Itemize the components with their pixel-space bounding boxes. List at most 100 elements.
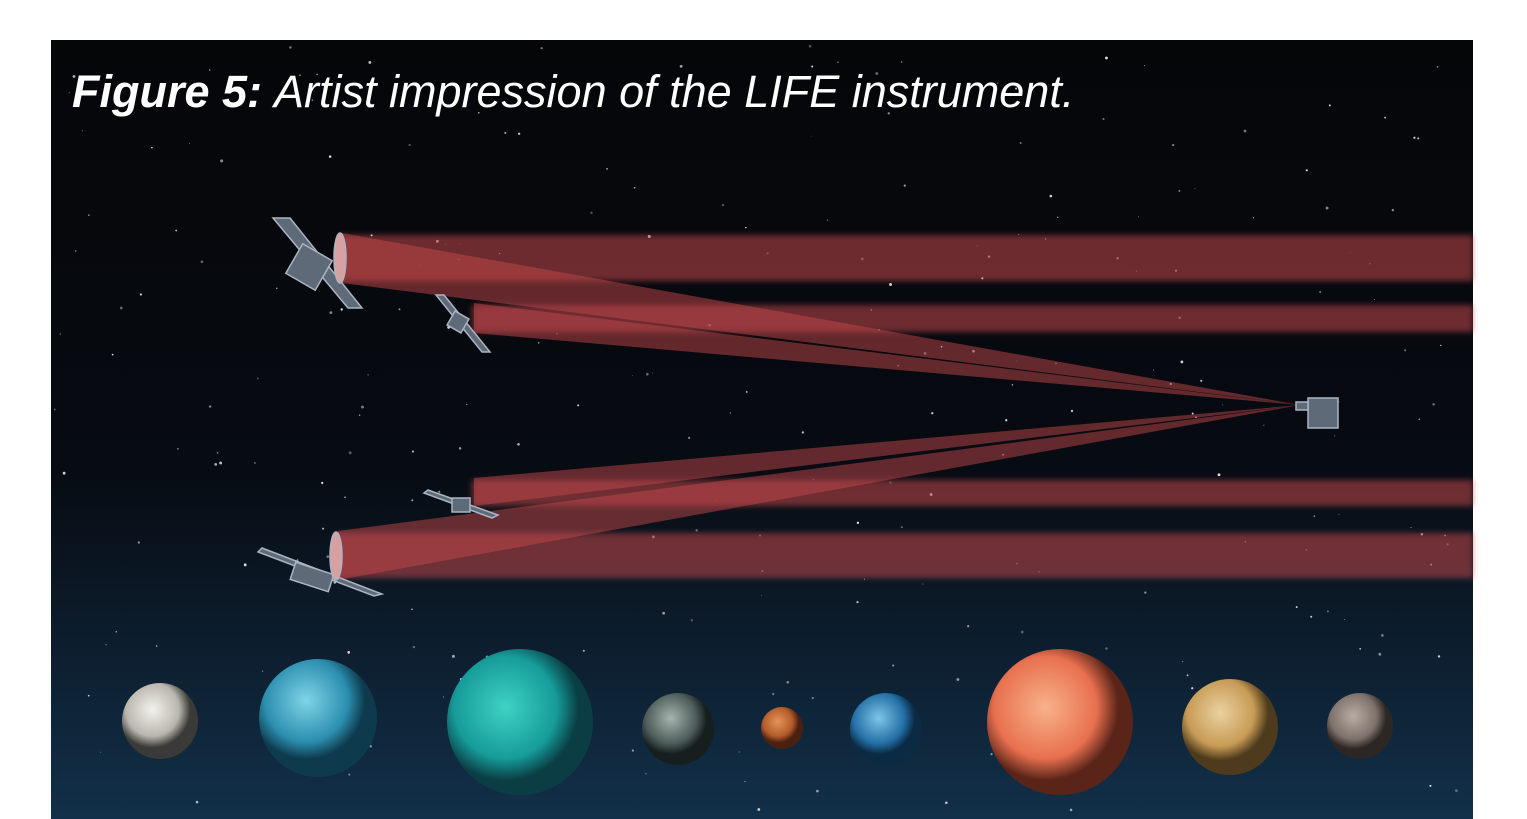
star xyxy=(1327,610,1329,612)
star xyxy=(1144,591,1146,593)
star xyxy=(1418,418,1420,420)
star xyxy=(322,528,324,530)
star xyxy=(652,372,653,373)
planet xyxy=(850,693,922,765)
star xyxy=(1374,299,1375,300)
star xyxy=(399,308,401,310)
star xyxy=(367,374,368,375)
star xyxy=(541,47,543,49)
star xyxy=(220,159,223,162)
star xyxy=(1057,217,1058,218)
star xyxy=(257,378,259,380)
star xyxy=(739,752,740,753)
star xyxy=(254,462,255,463)
star xyxy=(634,187,636,189)
star xyxy=(730,412,731,413)
star xyxy=(812,697,814,699)
star xyxy=(1021,631,1024,634)
star xyxy=(1392,209,1394,211)
star xyxy=(88,695,90,697)
star xyxy=(889,283,892,286)
star xyxy=(1187,674,1189,676)
star xyxy=(1020,142,1022,144)
star xyxy=(359,415,360,416)
star xyxy=(816,790,819,793)
star xyxy=(1314,515,1315,516)
star xyxy=(967,625,969,627)
star xyxy=(1105,647,1108,650)
star xyxy=(1359,648,1361,650)
star xyxy=(1180,361,1183,364)
star xyxy=(956,678,959,681)
star xyxy=(1153,369,1154,370)
star xyxy=(244,563,247,566)
star xyxy=(349,451,352,454)
star xyxy=(811,136,812,137)
star xyxy=(746,391,748,393)
figure-caption: Figure 5:Artist impression of the LIFE i… xyxy=(72,66,1074,117)
star xyxy=(1404,349,1406,351)
star xyxy=(1338,514,1339,515)
star xyxy=(1319,291,1321,293)
star xyxy=(1172,144,1174,146)
star xyxy=(1310,616,1312,618)
star xyxy=(411,609,412,610)
spacecraft-body xyxy=(452,498,470,512)
star xyxy=(1178,190,1180,192)
star xyxy=(1200,380,1202,382)
star xyxy=(289,46,291,48)
star xyxy=(646,373,649,376)
star xyxy=(466,404,467,405)
star xyxy=(827,220,828,221)
star xyxy=(1005,419,1007,421)
star xyxy=(1105,57,1108,60)
star xyxy=(1437,66,1439,68)
star xyxy=(412,450,414,452)
star xyxy=(606,168,608,170)
star xyxy=(945,801,948,804)
star xyxy=(802,431,804,433)
star xyxy=(1138,216,1139,217)
star xyxy=(761,595,762,596)
figure-label: Figure 5: xyxy=(72,66,262,117)
star xyxy=(688,437,690,439)
star xyxy=(106,644,107,645)
star xyxy=(772,693,774,695)
star xyxy=(214,463,217,466)
star xyxy=(857,522,859,524)
star xyxy=(151,147,153,149)
figure: Figure 5:Artist impression of the LIFE i… xyxy=(0,0,1527,819)
star xyxy=(175,230,177,232)
star xyxy=(100,752,101,753)
star xyxy=(856,601,858,603)
star xyxy=(517,443,520,446)
star xyxy=(632,749,634,751)
star xyxy=(1440,345,1441,346)
star xyxy=(1384,117,1386,119)
star xyxy=(504,132,506,134)
star xyxy=(201,260,204,263)
star xyxy=(368,61,371,64)
star xyxy=(1417,137,1419,139)
planet xyxy=(122,683,198,759)
star xyxy=(1455,789,1458,792)
star xyxy=(1429,785,1431,787)
star xyxy=(321,482,323,484)
star xyxy=(344,496,346,498)
mirror xyxy=(334,233,346,283)
star xyxy=(901,526,903,528)
star xyxy=(809,45,812,48)
star xyxy=(1012,384,1014,386)
star xyxy=(75,250,76,251)
star xyxy=(459,447,461,449)
star xyxy=(1144,65,1145,66)
star xyxy=(1050,195,1053,198)
star xyxy=(452,655,455,658)
star xyxy=(409,144,411,146)
star xyxy=(209,405,211,407)
mirror xyxy=(330,532,342,580)
star xyxy=(538,342,540,344)
combiner-spacecraft xyxy=(1308,398,1338,428)
star xyxy=(696,529,698,531)
star xyxy=(1413,137,1415,139)
